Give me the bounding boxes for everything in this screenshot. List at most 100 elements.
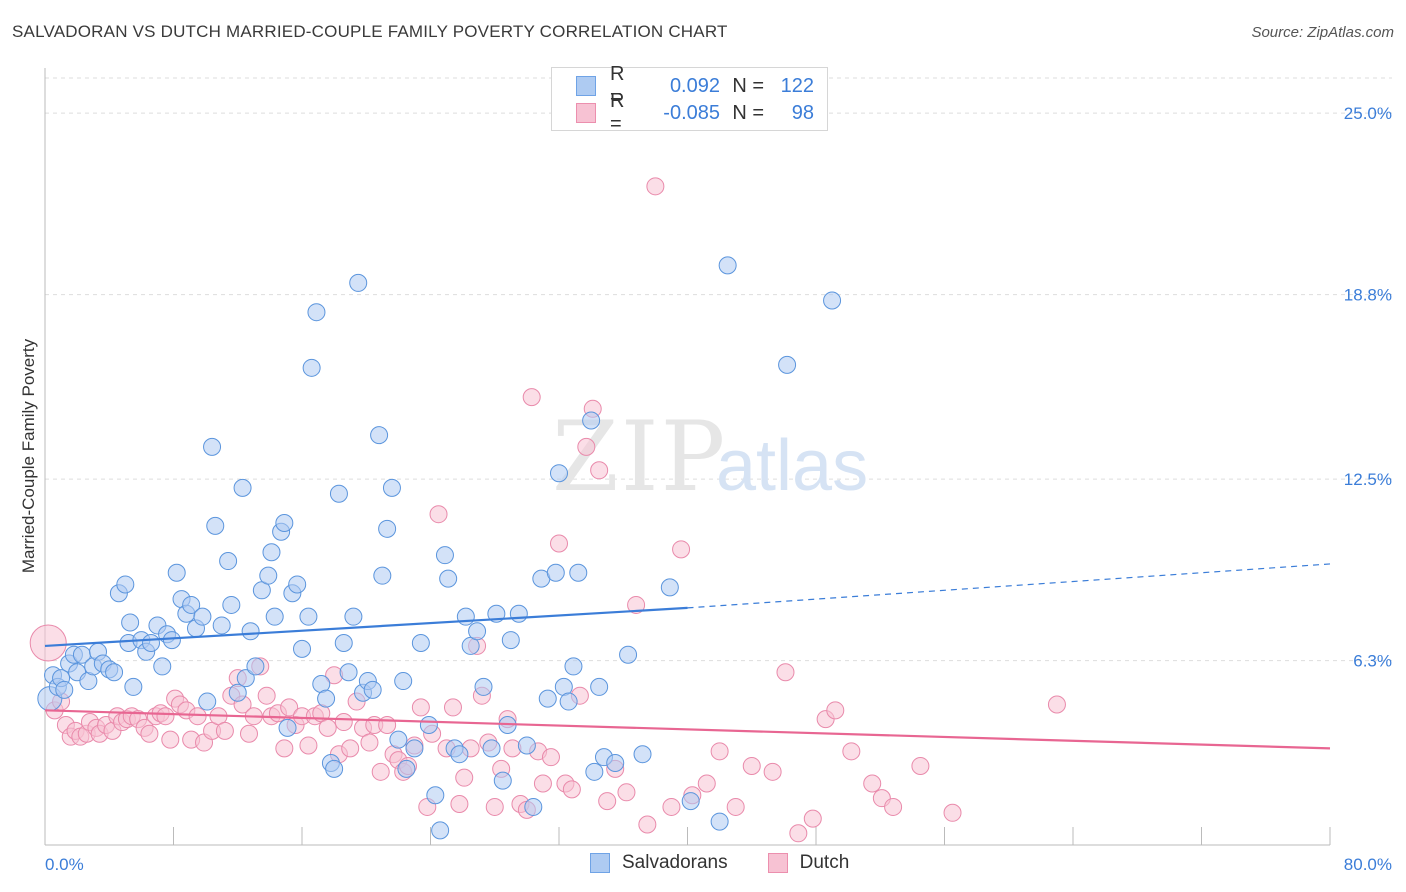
salvadoran-point	[116, 575, 135, 594]
watermark-atlas: atlas	[716, 426, 868, 506]
dutch-point	[239, 724, 258, 743]
legend-row-dutch: R = -0.085 N = 98	[576, 90, 814, 135]
dutch-point	[863, 774, 882, 793]
salvadoran-point	[559, 692, 578, 711]
salvadoran-point	[426, 786, 445, 805]
salvadoran-point	[660, 578, 679, 597]
dutch-point	[842, 742, 861, 761]
grid-lines	[45, 77, 1392, 662]
salvadoran-point	[55, 680, 74, 699]
x-tick-label-min: 0.0%	[45, 855, 84, 874]
salvadoran-point	[509, 604, 528, 623]
salvadoran-point	[378, 519, 397, 538]
legend-swatch-pink	[767, 853, 788, 873]
dutch-point	[697, 774, 716, 793]
dutch-point	[911, 756, 930, 775]
y-tick-label: 6.3%	[1353, 652, 1392, 671]
watermark-zip: ZIP	[552, 401, 727, 513]
dutch-point	[215, 721, 234, 740]
dutch-point	[156, 707, 175, 726]
legend-r-label: R =	[610, 90, 625, 135]
dutch-point	[360, 733, 379, 752]
dutch-point	[776, 663, 795, 682]
salvadoran-point	[142, 634, 161, 653]
salvadoran-point	[633, 745, 652, 764]
dutch-point	[541, 748, 560, 767]
salvadoran-point	[334, 634, 353, 653]
salvadoran-point	[718, 256, 737, 275]
salvadoran-point	[590, 677, 609, 696]
salvadoran-point	[344, 607, 363, 626]
dutch-point	[672, 540, 691, 559]
salvadoran-point	[317, 689, 336, 708]
dutch-point	[299, 736, 318, 755]
legend-item-dutch[interactable]: Dutch	[767, 852, 850, 874]
dutch-point	[617, 783, 636, 802]
dutch-point	[140, 724, 159, 743]
salvadoran-point	[198, 692, 217, 711]
salvadoran-point	[275, 513, 294, 532]
dutch-point	[789, 824, 808, 843]
salvadoran-point	[517, 736, 536, 755]
salvadoran-point	[493, 771, 512, 790]
salvadoran-point	[259, 566, 278, 585]
salvadoran-point	[349, 273, 368, 292]
salvadoran-point	[325, 759, 344, 778]
salvadoran-point	[182, 595, 201, 614]
dutch-point	[826, 701, 845, 720]
salvadoran-point	[278, 718, 297, 737]
legend-row-salvadorans: R = 0.092 N = 122	[576, 63, 814, 108]
watermark: ZIP atlas	[552, 401, 868, 513]
legend-swatch-pink	[576, 103, 596, 123]
dutch-point	[455, 768, 474, 787]
salvadoran-point	[411, 634, 430, 653]
salvadoran-point	[419, 715, 438, 734]
salvadoran-point	[167, 563, 186, 582]
salvadoran-point	[233, 478, 252, 497]
salvadoran-point	[212, 616, 231, 635]
salvadoran-point	[241, 622, 260, 641]
salvadoran-point	[288, 575, 307, 594]
salvadoran-point	[681, 792, 700, 811]
salvadoran-point	[468, 622, 487, 641]
dutch-point	[884, 797, 903, 816]
salvadoran-point	[823, 291, 842, 310]
salvadoran-point	[569, 563, 588, 582]
x-tick-label-max: 80.0%	[1344, 855, 1392, 874]
y-tick-label: 18.8%	[1344, 286, 1392, 305]
dutch-point	[334, 713, 353, 732]
salvadoran-point	[222, 595, 241, 614]
legend-n-value: 98	[791, 101, 814, 124]
salvadoran-point	[619, 645, 638, 664]
salvadoran-point	[397, 759, 416, 778]
salvadoran-point	[121, 613, 140, 632]
dutch-points	[29, 177, 1066, 843]
series-legend: Salvadorans Dutch	[590, 852, 889, 874]
salvadoran-point	[265, 607, 284, 626]
dutch-point	[280, 698, 299, 717]
dutch-point	[598, 792, 617, 811]
salvadoran-point	[329, 484, 348, 503]
dutch-point	[590, 461, 609, 480]
salvadoran-point	[474, 677, 493, 696]
dutch-point	[318, 718, 337, 737]
salvadoran-point	[373, 566, 392, 585]
dutch-point	[443, 698, 462, 717]
salvadoran-point	[564, 657, 583, 676]
legend-label-dutch: Dutch	[799, 852, 850, 873]
salvadoran-point	[585, 762, 604, 781]
dutch-point	[257, 686, 276, 705]
legend-item-salvadorans[interactable]: Salvadorans	[590, 852, 728, 874]
salvadoran-point	[162, 631, 181, 650]
salvadoran-point	[456, 607, 475, 626]
salvadoran-point	[293, 639, 311, 658]
dutch-point	[533, 774, 552, 793]
legend-r-value: 0.092	[669, 74, 720, 97]
legend-r-value: -0.085	[663, 101, 720, 124]
salvadoran-point	[439, 569, 458, 588]
dutch-point	[662, 797, 681, 816]
salvadoran-point	[482, 739, 501, 758]
salvadoran-point	[582, 411, 601, 430]
trend-lines	[44, 563, 1331, 750]
salvadoran-point	[262, 543, 281, 562]
